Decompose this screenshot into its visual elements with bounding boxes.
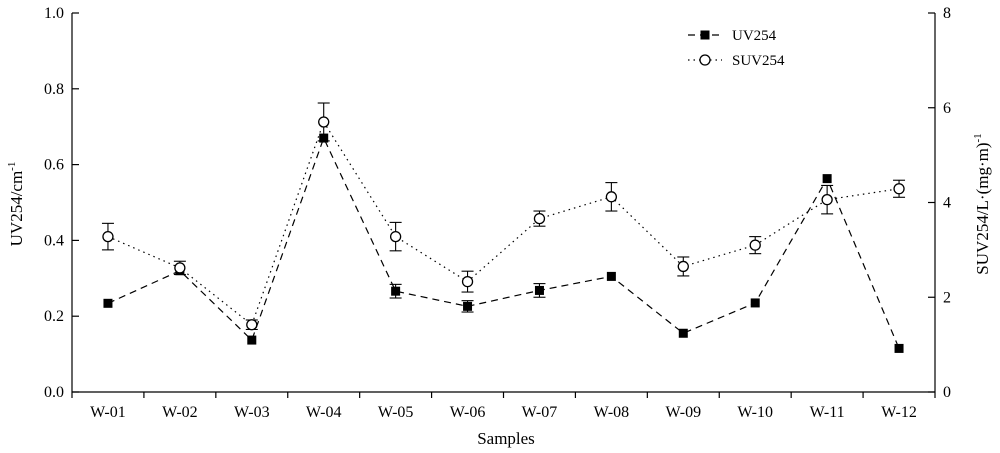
data-point (533, 212, 546, 225)
x-tick-label: W-04 (306, 404, 342, 421)
series-line (107, 136, 900, 349)
data-point (678, 328, 688, 338)
data-point (605, 191, 618, 203)
y-right-tick-label: 2 (943, 289, 951, 306)
y-right-tick-label: 4 (943, 195, 951, 212)
data-point (677, 260, 689, 273)
legend-label: SUV254 (732, 53, 785, 69)
y-left-tick-label: 0.6 (44, 157, 64, 174)
series-suv254 (101, 102, 906, 331)
data-point (247, 335, 257, 345)
y-right-tick-label: 8 (943, 5, 951, 22)
x-tick-label: W-11 (810, 404, 845, 421)
data-point (461, 275, 474, 288)
x-tick-label: W-06 (450, 404, 486, 421)
data-point (102, 230, 114, 243)
y-right-tick-label: 6 (943, 100, 951, 117)
data-point (750, 298, 760, 308)
y-left-tick-label: 1.0 (44, 5, 64, 22)
data-point (749, 239, 761, 251)
y-right-axis-title-sup: -1 (972, 133, 984, 142)
data-point (893, 183, 905, 195)
data-point (174, 262, 186, 274)
y-left-axis-title-sup: -1 (6, 162, 18, 171)
x-tick-label: W-07 (522, 404, 558, 421)
axes: 0.0 0.2 0.4 0.6 0.8 1.0 0 2 4 6 8 W-01 W-02 W-03 W-04 W… (44, 5, 951, 421)
data-point (822, 174, 832, 184)
x-tick-label: W-03 (234, 404, 270, 421)
y-right-tick-label: 0 (943, 384, 951, 401)
data-point (463, 301, 473, 311)
data-point (821, 194, 833, 206)
y-left-tick-label: 0.4 (44, 232, 64, 249)
x-tick-label: W-02 (162, 404, 198, 421)
data-point (103, 298, 113, 308)
legend: UV254 SUV254 (688, 28, 785, 69)
y-right-axis-title-text: SUV254/L·(mg·m) (973, 142, 992, 274)
data-point (246, 319, 258, 331)
series-uv254 (103, 133, 904, 353)
data-point (606, 271, 616, 281)
legend-marker (700, 30, 710, 40)
y-left-axis-title-text: UV254/cm (7, 171, 26, 247)
data-point (318, 116, 330, 128)
x-tick-label: W-09 (666, 404, 702, 421)
series-line (107, 120, 900, 326)
legend-label: UV254 (732, 28, 777, 44)
x-tick-label: W-01 (90, 404, 126, 421)
x-axis-title: Samples (477, 429, 535, 448)
data-point (534, 285, 544, 295)
data-point (894, 343, 904, 353)
x-tick-label: W-08 (594, 404, 630, 421)
y-left-axis-title: UV254/cm-1 (6, 162, 26, 247)
x-tick-label: W-05 (378, 404, 414, 421)
legend-marker (699, 54, 711, 66)
data-point (389, 230, 402, 243)
y-left-tick-label: 0.2 (44, 308, 64, 325)
x-tick-label: W-10 (737, 404, 773, 421)
y-left-tick-label: 0.0 (44, 384, 64, 401)
y-left-tick-label: 0.8 (44, 81, 64, 98)
series-layer (101, 102, 906, 353)
data-point (391, 286, 401, 296)
y-right-axis-title: SUV254/L·(mg·m)-1 (972, 133, 992, 274)
x-tick-label: W-12 (881, 404, 917, 421)
